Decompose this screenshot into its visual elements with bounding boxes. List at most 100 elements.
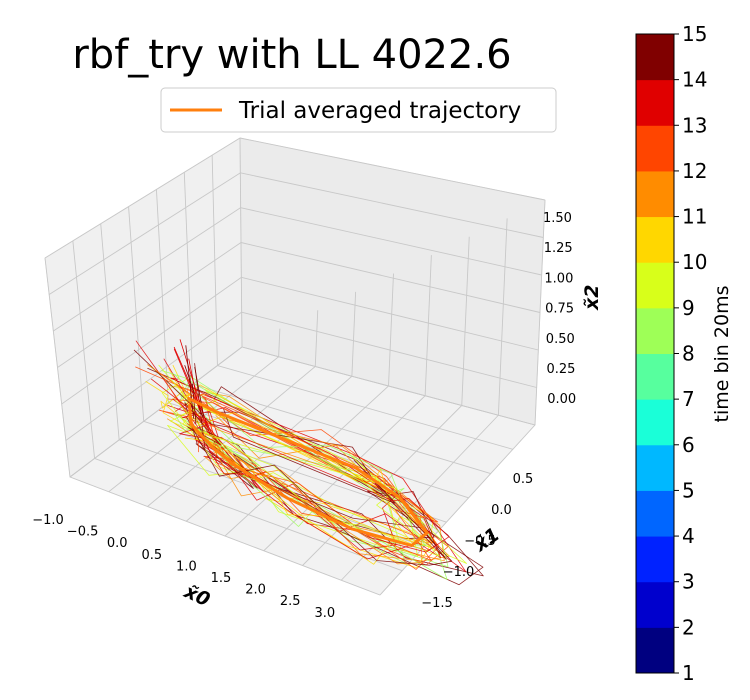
z-tick-label: 1.00 (544, 271, 573, 286)
colorbar-segment (636, 307, 674, 354)
colorbar-segment (636, 262, 674, 309)
x-tick-label: −1.0 (32, 513, 64, 528)
floor-grid-line (94, 458, 403, 572)
floor-grid-line (263, 395, 426, 552)
left-horizontal-grid-line (65, 311, 242, 441)
back-vertical-grid-line (351, 291, 357, 377)
y-tick-label: −1.5 (421, 596, 453, 611)
left-horizontal-grid-line (69, 346, 243, 478)
axes-3d (44, 137, 546, 596)
z-tick-label: 0.00 (547, 392, 576, 407)
back-vertical-grid-line (497, 218, 508, 416)
back-vertical-grid-line (461, 236, 470, 406)
x-tick-label: 2.0 (245, 583, 266, 598)
trial-trajectory-line (163, 358, 442, 560)
colorbar-tick-label: 14 (682, 68, 707, 92)
legend: Trial averaged trajectory (160, 87, 557, 133)
legend-box (160, 87, 557, 133)
trial-averaged-trajectory-line (186, 396, 429, 548)
colorbar-tick-label: 11 (682, 205, 707, 229)
colorbar-segment (636, 79, 674, 126)
trial-trajectory-line (147, 367, 435, 540)
x-tick-label: −0.5 (67, 525, 99, 540)
trial-trajectory-line (168, 367, 435, 565)
back-horizontal-grid-line (241, 311, 537, 388)
colorbar-segment (636, 490, 674, 537)
x-tick-label: 1.0 (176, 559, 197, 574)
z-tick-label: 0.75 (545, 302, 574, 317)
colorbar-tick-label: 1 (682, 661, 695, 685)
y-tick-label: 0.0 (491, 503, 512, 518)
back-vertical-grid-line (278, 328, 281, 357)
colorbar-segment (636, 170, 674, 218)
colorbar-tick-label: 3 (682, 570, 695, 594)
left-horizontal-grid-line (53, 207, 241, 332)
left-horizontal-grid-line (44, 137, 241, 259)
x-tick-label: 3.0 (314, 606, 335, 621)
floor-grid-line (379, 424, 536, 596)
trial-trajectory-line (160, 389, 435, 569)
back-horizontal-grid-line (241, 346, 536, 426)
y-tick-labels: 0.5 0.0 −0.5 −1.0 −1.5 (421, 472, 533, 611)
trial-trajectory-line (158, 364, 440, 557)
z-tick-label: 0.25 (547, 362, 576, 377)
colorbar-tick-label: 15 (682, 22, 707, 46)
trial-trajectory-line (184, 365, 204, 419)
back-horizontal-grid-line (240, 172, 544, 238)
x-tick-label: 0.0 (107, 536, 128, 551)
trial-trajectory-line (150, 378, 450, 553)
colorbar-tick-label: 4 (682, 524, 695, 548)
legend-label: Trial averaged trajectory (238, 98, 521, 124)
floor-grid-line (340, 414, 499, 581)
z-axis-label: x̃2 (581, 285, 603, 311)
left-horizontal-grid-line (48, 172, 241, 295)
colorbar-tick-label: 13 (682, 113, 707, 137)
colorbar-segment (636, 125, 674, 172)
colorbar (635, 33, 675, 674)
left-horizontal-grid-line (61, 276, 242, 405)
colorbar-tick-label: 9 (682, 296, 695, 320)
floor-grid-line (147, 366, 316, 507)
y-tick-label: −0.5 (464, 534, 496, 549)
floor-grid-line (217, 365, 513, 450)
y-tick-label: 0.5 (513, 472, 534, 487)
x-tick-label: 1.5 (211, 571, 232, 586)
x-tick-labels: −1.0−0.5 0.0 0.5 1.0 1.5 2.0 2.5 3.0 (32, 513, 335, 621)
y-axis-label: x̃1 (469, 523, 503, 556)
colorbar-segment (636, 536, 674, 583)
chart-title: rbf_try with LL 4022.6 (72, 32, 511, 78)
colorbar-tick-label: 2 (682, 615, 695, 639)
colorbar-tick-label: 8 (682, 342, 695, 366)
x-tick-label: 0.5 (141, 548, 162, 563)
back-horizontal-grid-line (240, 207, 542, 276)
back-horizontal-grid-line (241, 276, 539, 351)
back-vertical-grid-line (424, 255, 432, 396)
z-tick-labels: 1.50 1.25 1.00 0.75 0.50 0.25 0.00 (543, 211, 576, 407)
left-horizontal-grid-line (57, 242, 242, 368)
colorbar-label: time bin 20ms (711, 286, 733, 423)
x-tick-label: 2.5 (280, 594, 301, 609)
floor-grid-line (69, 476, 381, 596)
back-horizontal-grid-line (239, 137, 546, 201)
colorbar-segment (636, 34, 674, 81)
z-tick-label: 0.50 (546, 332, 575, 347)
colorbar-segment (636, 444, 674, 491)
trial-trajectory-line (161, 379, 467, 564)
back-horizontal-grid-line (240, 242, 541, 313)
trial-trajectories (133, 339, 484, 586)
floor-grid-line (192, 383, 491, 475)
colorbar-segment (636, 399, 674, 446)
colorbar-segment (636, 627, 674, 674)
y-tick-label: −1.0 (443, 565, 475, 580)
colorbar-tick-label: 10 (682, 250, 707, 274)
back-vertical-grid-line (388, 273, 394, 387)
colorbar-tick-label: 6 (682, 433, 695, 457)
trial-trajectory-line (192, 383, 197, 424)
trial-trajectory-line (194, 366, 204, 417)
colorbar-segment (636, 353, 674, 400)
trial-trajectory-line (179, 384, 415, 546)
x-axis-label: x̃0 (180, 580, 213, 611)
colorbar-segment (636, 216, 674, 263)
